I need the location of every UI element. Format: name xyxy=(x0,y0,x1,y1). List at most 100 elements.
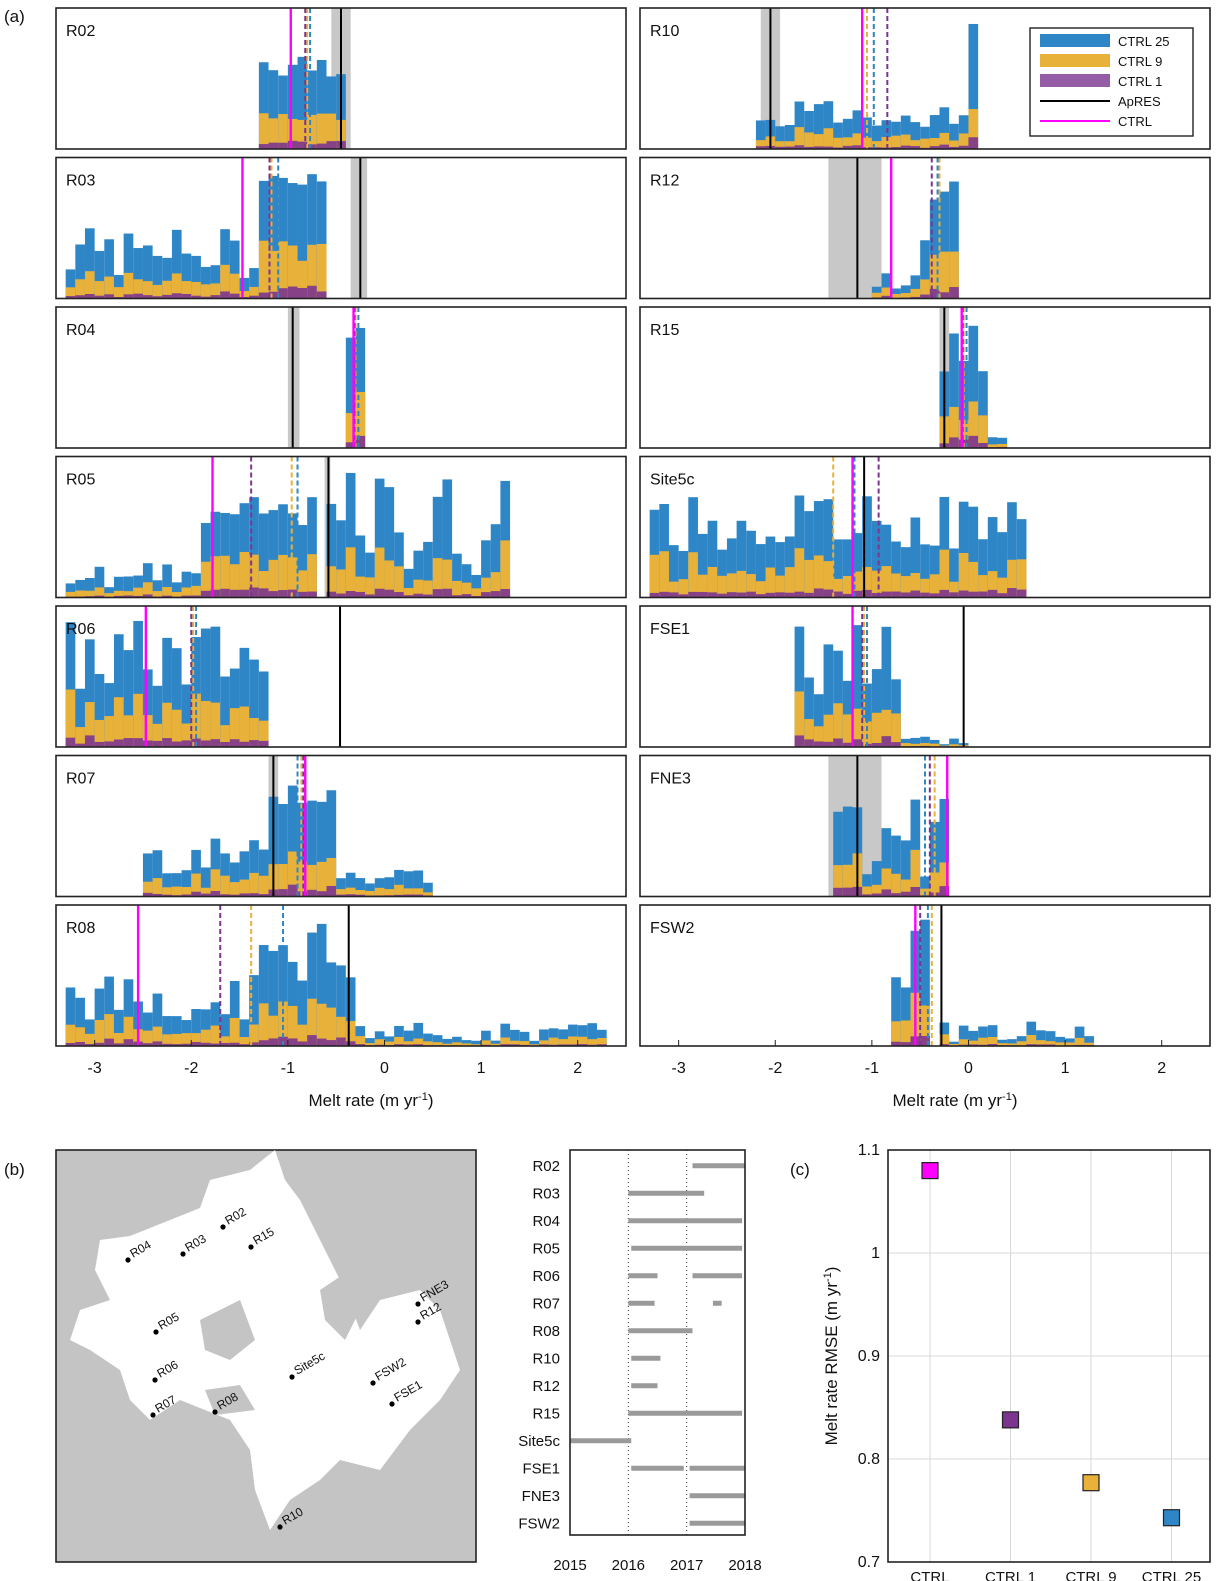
year-tick-label: 2016 xyxy=(612,1557,645,1574)
bar-ctrl1 xyxy=(920,294,930,299)
deployment-bar xyxy=(712,1300,722,1306)
deployment-bar xyxy=(689,1520,745,1526)
bar-ctrl9 xyxy=(968,561,979,598)
bar-ctrl9 xyxy=(365,1043,375,1046)
deployment-bar xyxy=(692,1163,745,1169)
bar-ctrl25 xyxy=(833,650,843,747)
bar-ctrl1 xyxy=(258,144,269,149)
bar-ctrl25 xyxy=(862,496,872,598)
bar-ctrl1 xyxy=(597,1044,607,1046)
bar-ctrl9 xyxy=(920,138,930,149)
histogram-panel-r12: R12 xyxy=(639,156,1211,300)
bar-ctrl1 xyxy=(326,591,337,598)
bar-ctrl9 xyxy=(929,574,940,598)
x-tick-label: -2 xyxy=(768,1060,782,1077)
panel-label-a: (a) xyxy=(4,7,25,26)
bar-ctrl25 xyxy=(278,75,288,149)
bar-ctrl9 xyxy=(958,552,969,598)
bar-ctrl1 xyxy=(200,893,211,897)
bar-ctrl1 xyxy=(84,294,95,299)
bar-ctrl25 xyxy=(297,802,308,897)
bar-ctrl1 xyxy=(113,1043,124,1046)
bar-ctrl25 xyxy=(171,1016,182,1046)
island xyxy=(200,1300,255,1360)
bar-ctrl9 xyxy=(881,868,892,897)
bar-ctrl9 xyxy=(1036,1040,1046,1046)
bar-ctrl25 xyxy=(929,739,940,747)
bar-ctrl25 xyxy=(384,1036,395,1046)
bar-ctrl25 xyxy=(697,533,708,598)
bar-ctrl25 xyxy=(65,622,76,747)
bar-ctrl25 xyxy=(1036,1030,1046,1046)
bar-ctrl25 xyxy=(746,530,756,598)
bar-ctrl1 xyxy=(181,1043,192,1046)
bar-ctrl1 xyxy=(852,739,863,747)
bar-ctrl9 xyxy=(181,887,192,897)
bar-ctrl9 xyxy=(852,133,863,149)
bar-ctrl1 xyxy=(94,595,105,598)
site-label: R12 xyxy=(650,173,679,190)
bar-ctrl1 xyxy=(949,592,959,598)
bar-ctrl25 xyxy=(133,248,143,299)
bar-ctrl9 xyxy=(794,548,805,598)
bar-ctrl9 xyxy=(307,554,317,598)
bar-ctrl25 xyxy=(775,126,785,149)
bar-ctrl25 xyxy=(142,245,153,299)
panel-frame xyxy=(639,605,1211,748)
bar-ctrl9 xyxy=(384,560,395,598)
bar-ctrl25 xyxy=(910,737,921,747)
bar-ctrl9 xyxy=(345,547,356,598)
bar-ctrl25 xyxy=(384,877,395,897)
x-tick-label: -3 xyxy=(88,1060,102,1077)
bar-ctrl9 xyxy=(171,1033,182,1046)
bar-ctrl1 xyxy=(152,1041,163,1046)
bar-ctrl1 xyxy=(210,295,221,299)
bar-ctrl25 xyxy=(403,871,414,897)
bar-ctrl9 xyxy=(355,392,366,448)
bar-ctrl9 xyxy=(133,279,143,299)
bar-ctrl1 xyxy=(326,1040,337,1046)
bar-ctrl25 xyxy=(287,785,298,897)
bar-ctrl1 xyxy=(307,1035,317,1046)
bar-ctrl9 xyxy=(920,279,930,299)
bar-ctrl25 xyxy=(452,1036,462,1046)
bar-ctrl25 xyxy=(75,997,85,1046)
x-tick-label: -1 xyxy=(865,1060,879,1077)
bar-ctrl9 xyxy=(336,569,346,598)
bar-ctrl25 xyxy=(249,497,259,598)
bar-ctrl1 xyxy=(142,892,153,897)
bar-ctrl25 xyxy=(268,175,279,299)
panel-frame xyxy=(55,306,627,449)
bar-ctrl9 xyxy=(326,113,337,149)
bar-ctrl25 xyxy=(939,798,950,897)
bar-ctrl9 xyxy=(191,585,201,598)
bar-ctrl25 xyxy=(94,250,105,299)
bar-ctrl9 xyxy=(958,133,969,149)
legend: CTRL 25 CTRL 9 CTRL 1 ApRES CTRL xyxy=(1029,27,1194,137)
bar-ctrl9 xyxy=(862,886,872,897)
bar-ctrl9 xyxy=(949,744,959,747)
bar-ctrl9 xyxy=(278,864,288,897)
bar-ctrl9 xyxy=(239,551,250,598)
bar-ctrl9 xyxy=(258,875,269,897)
bar-ctrl9 xyxy=(461,1043,472,1046)
timeline-site-label: R05 xyxy=(532,1240,560,1257)
bar-ctrl1 xyxy=(210,739,221,747)
x-tick-label: 2 xyxy=(1157,1060,1166,1077)
rmse-marker xyxy=(1082,1474,1100,1492)
bar-ctrl25 xyxy=(239,647,250,747)
bar-ctrl1 xyxy=(162,894,172,897)
bar-ctrl9 xyxy=(181,1033,192,1046)
bar-ctrl25 xyxy=(200,266,211,299)
site-marker xyxy=(152,1377,158,1383)
bar-ctrl25 xyxy=(171,582,182,598)
bar-ctrl25 xyxy=(181,870,192,897)
bar-ctrl9 xyxy=(891,713,901,747)
bar-ctrl9 xyxy=(374,547,385,598)
bar-ctrl1 xyxy=(413,1044,424,1046)
bar-ctrl25 xyxy=(891,835,901,897)
bar-ctrl25 xyxy=(823,644,834,747)
bar-ctrl9 xyxy=(210,869,221,897)
bar-ctrl1 xyxy=(804,146,814,149)
bar-ctrl9 xyxy=(939,862,950,897)
